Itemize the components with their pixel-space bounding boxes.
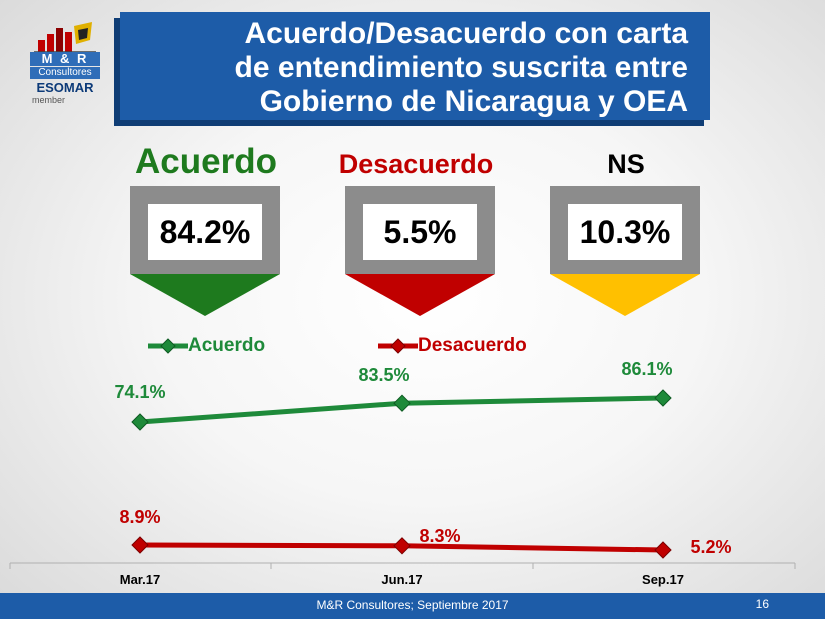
kpi-arrow-shape xyxy=(550,186,700,316)
legend-label: Desacuerdo xyxy=(418,335,527,356)
kpi-card-ns: 10.3% xyxy=(550,186,700,316)
title-banner: Acuerdo/Desacuerdo con carta de entendim… xyxy=(120,12,710,120)
legend-marker-icon xyxy=(378,338,418,354)
page-number: 16 xyxy=(755,597,769,611)
data-label: 83.5% xyxy=(358,365,409,385)
company-logo: M & R Consultores ESOMAR member xyxy=(30,20,100,110)
kpi-card-acuerdo: 84.2% xyxy=(130,186,280,316)
title-line-1: Acuerdo/Desacuerdo con carta xyxy=(244,17,688,50)
data-label: 8.9% xyxy=(119,507,160,527)
x-tick-label: Sep.17 xyxy=(642,572,684,587)
footer-bar: M&R Consultores; Septiembre 2017 16 xyxy=(0,593,825,619)
data-label: 86.1% xyxy=(621,359,672,379)
title-line-2: de entendimiento suscrita entre xyxy=(234,51,688,84)
logo-member: member xyxy=(32,95,66,105)
legend-desacuerdo: Desacuerdo xyxy=(378,334,538,358)
legend-acuerdo: Acuerdo xyxy=(148,334,278,358)
kpi-value-ns: 10.3% xyxy=(579,214,671,250)
kpi-label-desacuerdo: Desacuerdo xyxy=(338,149,494,179)
kpi-value-desacuerdo: 5.5% xyxy=(383,214,457,250)
kpi-arrow-shape xyxy=(345,186,495,316)
footer-text: M&R Consultores; Septiembre 2017 xyxy=(316,598,509,612)
data-point xyxy=(131,413,149,431)
kpi-label-acuerdo: Acuerdo xyxy=(135,142,277,181)
x-tick-label: Mar.17 xyxy=(120,572,160,587)
data-point xyxy=(654,541,672,559)
title-line-3: Gobierno de Nicaragua y OEA xyxy=(259,85,688,118)
data-point xyxy=(393,394,411,412)
data-point xyxy=(393,537,411,555)
logo-name: Consultores xyxy=(30,67,100,79)
logo-brand: M & R xyxy=(30,52,100,66)
data-label: 5.2% xyxy=(690,537,731,557)
legend-label: Acuerdo xyxy=(188,335,266,356)
kpi-card-desacuerdo: 5.5% xyxy=(345,186,495,316)
legend-marker-icon xyxy=(148,338,188,354)
data-point xyxy=(131,536,149,554)
x-tick-label: Jun.17 xyxy=(381,572,422,587)
data-point xyxy=(654,389,672,407)
data-label: 74.1% xyxy=(114,382,165,402)
kpi-arrow-shape xyxy=(130,186,280,316)
logo-esomar: ESOMAR xyxy=(36,80,94,95)
kpi-label-ns: NS xyxy=(607,149,645,179)
data-label: 8.3% xyxy=(419,526,460,546)
kpi-value-acuerdo: 84.2% xyxy=(159,214,251,250)
